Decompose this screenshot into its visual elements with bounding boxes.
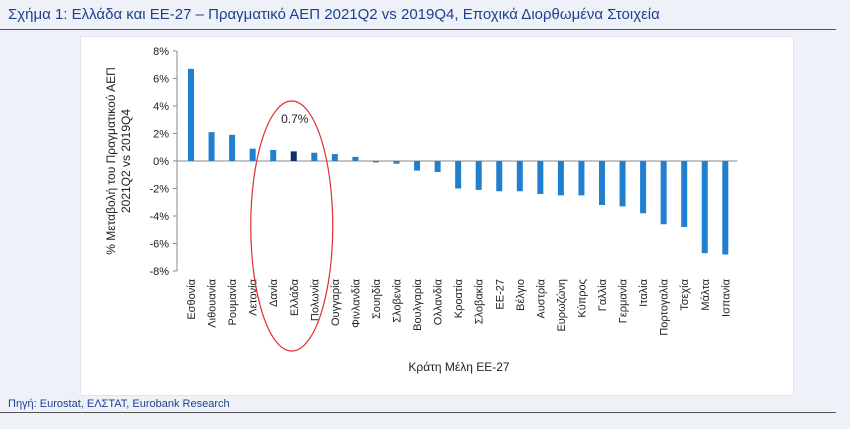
category-label: Τσεχία bbox=[679, 278, 691, 310]
bar-9 bbox=[352, 156, 359, 161]
bar-16 bbox=[496, 161, 503, 192]
category-label: Σλοβακία bbox=[474, 278, 486, 324]
bar-6 bbox=[290, 151, 297, 161]
category-labels: Εσθονία Λιθουανία Ρουμανία Λετονία Δανία Ελλά… bbox=[186, 278, 732, 335]
bar-1 bbox=[188, 68, 194, 161]
title-divider bbox=[0, 29, 836, 30]
category-label: Μάλτα bbox=[700, 278, 712, 310]
category-label: Λετονία bbox=[248, 278, 260, 316]
category-label: Ολλανδία bbox=[433, 278, 445, 325]
y-tick-label: -4% bbox=[149, 211, 169, 223]
bar-22 bbox=[619, 161, 626, 207]
category-label: ΕΕ-27 bbox=[494, 279, 506, 310]
bar-8 bbox=[331, 154, 338, 161]
category-label: Ρουμανία bbox=[227, 278, 239, 325]
bar-chart: 8% 6% 4% 2% 0% -2% -4% -6% -8% Εσθονία Λιθουανία Ρ… bbox=[104, 46, 738, 374]
bar-11 bbox=[393, 161, 400, 164]
category-label: Εσθονία bbox=[186, 278, 198, 319]
figure-title: Σχήμα 1: Ελλάδα και ΕΕ-27 – Πραγματικό Α… bbox=[8, 6, 660, 23]
bar-3 bbox=[229, 134, 236, 161]
y-tick-label: 6% bbox=[153, 74, 169, 86]
category-label: Αυστρία bbox=[535, 278, 547, 318]
category-label: Σλοβενία bbox=[392, 278, 404, 322]
chart-panel: 8% 6% 4% 2% 0% -2% -4% -6% -8% Εσθονία Λιθουανία Ρ… bbox=[80, 36, 794, 396]
category-label: Δανία bbox=[268, 278, 280, 307]
bars bbox=[188, 68, 729, 255]
y-axis-ticks: 8% 6% 4% 2% 0% -2% -4% -6% -8% bbox=[149, 46, 738, 278]
y-tick-label: -2% bbox=[149, 184, 169, 196]
y-tick-label: 4% bbox=[153, 101, 169, 113]
bar-13 bbox=[434, 161, 441, 172]
highlight-ellipse bbox=[250, 100, 334, 352]
y-tick-label: -8% bbox=[149, 266, 169, 278]
category-label: Κύπρος bbox=[576, 279, 588, 318]
bar-10 bbox=[372, 161, 379, 163]
bar-26 bbox=[701, 161, 708, 254]
category-label: Ουγγαρία bbox=[330, 278, 342, 326]
y-tick-label: -6% bbox=[149, 239, 169, 251]
category-label: Βέλγιο bbox=[515, 279, 527, 311]
bar-20 bbox=[578, 161, 585, 196]
bar-25 bbox=[681, 161, 688, 227]
bar-24 bbox=[660, 161, 667, 225]
category-label: Λιθουανία bbox=[207, 278, 219, 327]
category-label: Κροατία bbox=[453, 278, 465, 318]
y-tick-label: 0% bbox=[153, 156, 169, 168]
bar-19 bbox=[557, 161, 564, 196]
category-label: Βουλγαρία bbox=[412, 278, 424, 331]
bar-21 bbox=[599, 161, 605, 205]
x-axis-title: Κράτη Μέλη ΕΕ-27 bbox=[408, 360, 510, 374]
category-label: Ισπανία bbox=[720, 278, 732, 317]
category-label: Γερμανία bbox=[618, 278, 630, 323]
category-label: Σουηδία bbox=[371, 278, 383, 319]
category-label: Ευρωζώνη bbox=[556, 279, 568, 332]
bar-23 bbox=[640, 161, 647, 214]
category-label: Ιταλία bbox=[638, 278, 650, 307]
category-label: Ελλάδα bbox=[289, 278, 301, 316]
bar-17 bbox=[516, 161, 523, 192]
y-axis-title-line-1: % Μεταβολή του Πραγματικού ΑΕΠ bbox=[104, 67, 118, 254]
bottom-divider bbox=[0, 412, 836, 413]
bar-18 bbox=[537, 161, 544, 194]
greece-value-annotation: 0.7% bbox=[281, 112, 309, 126]
bar-2 bbox=[208, 132, 215, 161]
bar-15 bbox=[475, 161, 482, 190]
bar-4 bbox=[249, 148, 256, 161]
category-label: Φινλανδία bbox=[350, 278, 362, 327]
y-tick-label: 8% bbox=[153, 46, 169, 58]
bar-12 bbox=[414, 161, 421, 171]
bar-5 bbox=[270, 150, 277, 161]
category-label: Πολωνία bbox=[309, 278, 321, 321]
category-label: Γαλλία bbox=[597, 278, 609, 311]
bar-7 bbox=[311, 152, 318, 161]
bar-27 bbox=[722, 161, 729, 255]
y-tick-label: 2% bbox=[153, 129, 169, 141]
category-label: Πορτογαλία bbox=[659, 278, 671, 335]
source-note: Πηγή: Eurostat, ΕΛΣΤΑΤ, Eurobank Researc… bbox=[8, 398, 230, 410]
y-axis-title-line-2: 2021Q2 vs 2019Q4 bbox=[119, 109, 133, 213]
bar-14 bbox=[455, 161, 462, 189]
